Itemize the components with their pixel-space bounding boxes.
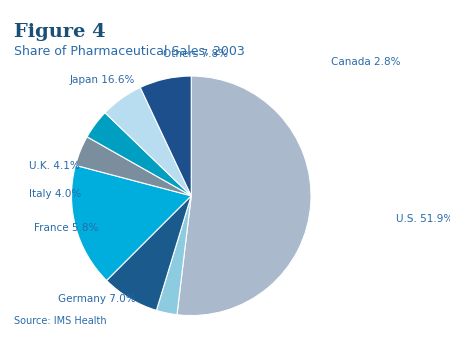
Wedge shape <box>87 113 191 196</box>
Wedge shape <box>72 165 191 281</box>
Text: Canada 2.8%: Canada 2.8% <box>331 57 400 67</box>
Text: Source: IMS Health: Source: IMS Health <box>14 316 106 326</box>
Text: U.K. 4.1%: U.K. 4.1% <box>29 161 80 171</box>
Text: Others 7.8%: Others 7.8% <box>163 49 228 59</box>
Wedge shape <box>105 88 191 196</box>
Text: Share of Pharmaceutical Sales, 2003: Share of Pharmaceutical Sales, 2003 <box>14 44 244 58</box>
Text: Italy 4.0%: Italy 4.0% <box>29 189 81 199</box>
Text: Japan 16.6%: Japan 16.6% <box>70 75 135 85</box>
Wedge shape <box>157 196 191 315</box>
Text: Figure 4: Figure 4 <box>14 23 105 41</box>
Text: U.S. 51.9%: U.S. 51.9% <box>396 214 450 224</box>
Wedge shape <box>76 137 191 196</box>
Wedge shape <box>107 196 191 310</box>
Wedge shape <box>177 76 311 315</box>
Text: France 5.8%: France 5.8% <box>34 223 98 233</box>
Text: Germany 7.0%: Germany 7.0% <box>58 294 135 304</box>
Wedge shape <box>140 76 191 196</box>
